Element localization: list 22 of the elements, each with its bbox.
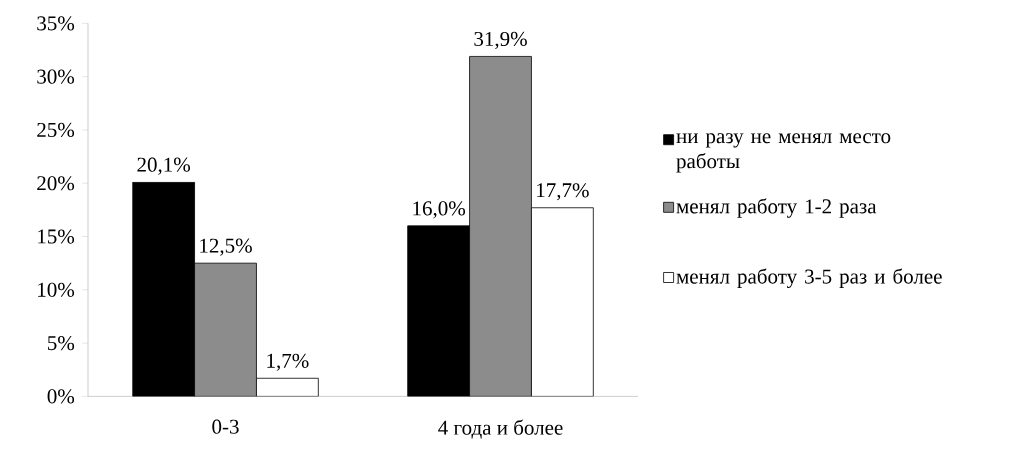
y-tick-label: 35% [37,16,75,31]
y-tick-label: 15% [38,229,75,244]
legend-label: менял работу 3-5 раз и более [676,268,942,288]
x-tick-label: 4 года и более [438,419,563,439]
y-tick-label: 25% [37,122,75,138]
y-tick-label: 30% [37,69,75,84]
y-tick-label: 5% [48,335,75,351]
bar [194,262,257,397]
data-label: 20,1% [137,157,191,175]
bar [531,207,594,397]
legend-label: менял работу 1-2 раза [676,198,877,218]
data-label: 31,9% [474,31,527,50]
y-tick-label: 10% [38,282,75,297]
bar [469,56,532,397]
legend-label: ни разу не менял место работы [676,133,891,173]
data-label: 17,7% [537,183,589,201]
data-label: 1,7% [267,353,309,371]
y-tick-label: 0% [47,389,75,404]
data-label: 12,5% [200,238,252,256]
y-tick-label: 20% [37,176,75,191]
data-label: 16,0% [413,201,466,219]
x-tick-label: 0-3 [212,419,239,434]
